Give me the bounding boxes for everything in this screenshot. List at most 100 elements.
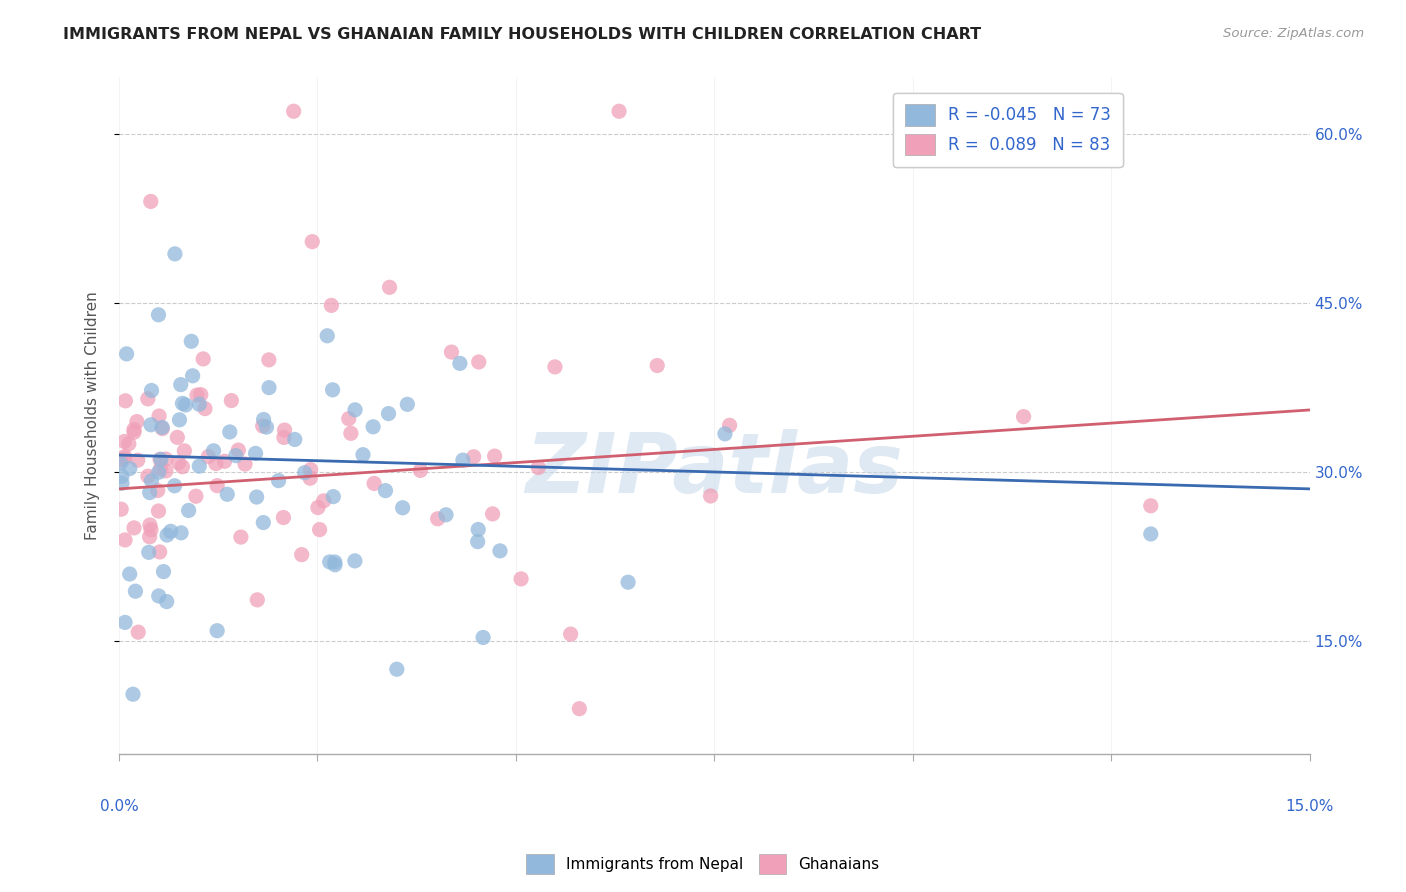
Point — [139, 417, 162, 432]
Point — [294, 466, 316, 480]
Point — [301, 235, 323, 249]
Point — [467, 534, 489, 549]
Point — [481, 507, 503, 521]
Point — [197, 450, 219, 464]
Point — [467, 523, 489, 537]
Point — [167, 456, 190, 470]
Point — [257, 381, 280, 395]
Point — [409, 463, 432, 477]
Point — [714, 426, 737, 441]
Point — [159, 524, 181, 539]
Point — [617, 575, 640, 590]
Point — [202, 443, 225, 458]
Point — [340, 426, 363, 441]
Point — [139, 194, 162, 209]
Point — [321, 298, 343, 312]
Point — [127, 453, 149, 467]
Point — [246, 490, 269, 504]
Text: Source: ZipAtlas.com: Source: ZipAtlas.com — [1223, 27, 1364, 40]
Point — [323, 555, 346, 569]
Point — [377, 407, 399, 421]
Point — [152, 565, 174, 579]
Point — [138, 485, 160, 500]
Point — [177, 503, 200, 517]
Point — [449, 356, 471, 370]
Point — [115, 347, 138, 361]
Point — [267, 474, 290, 488]
Point — [141, 474, 163, 488]
Point — [112, 434, 135, 449]
Point — [148, 589, 170, 603]
Point — [149, 545, 172, 559]
Point — [156, 594, 179, 608]
Point — [510, 572, 533, 586]
Point — [148, 504, 170, 518]
Point — [169, 413, 191, 427]
Point — [451, 453, 474, 467]
Point — [312, 493, 335, 508]
Point — [699, 489, 721, 503]
Point — [256, 420, 278, 434]
Point — [205, 478, 228, 492]
Point — [378, 280, 401, 294]
Point — [188, 459, 211, 474]
Point — [434, 508, 457, 522]
Point — [544, 359, 567, 374]
Point — [118, 461, 141, 475]
Point — [489, 544, 512, 558]
Point — [186, 388, 208, 402]
Point — [252, 516, 274, 530]
Point — [118, 566, 141, 581]
Point — [170, 525, 193, 540]
Point — [138, 530, 160, 544]
Point — [1139, 527, 1161, 541]
Point — [205, 457, 228, 471]
Point — [194, 401, 217, 416]
Point — [114, 393, 136, 408]
Point — [141, 384, 163, 398]
Point — [291, 548, 314, 562]
Point — [193, 351, 215, 366]
Point — [149, 452, 172, 467]
Point — [125, 415, 148, 429]
Point — [607, 104, 630, 119]
Point — [155, 464, 177, 478]
Point — [440, 345, 463, 359]
Point — [252, 419, 274, 434]
Point — [149, 452, 172, 467]
Point — [560, 627, 582, 641]
Y-axis label: Family Households with Children: Family Households with Children — [86, 291, 100, 540]
Point — [188, 397, 211, 411]
Point — [112, 451, 135, 466]
Point — [138, 545, 160, 559]
Point — [148, 308, 170, 322]
Legend: R = -0.045   N = 73, R =  0.089   N = 83: R = -0.045 N = 73, R = 0.089 N = 83 — [893, 93, 1122, 167]
Point — [111, 469, 134, 483]
Text: 15.0%: 15.0% — [1285, 799, 1334, 814]
Point — [344, 402, 367, 417]
Point — [180, 334, 202, 349]
Point — [225, 449, 247, 463]
Point — [228, 443, 250, 458]
Point — [316, 328, 339, 343]
Point — [426, 512, 449, 526]
Point — [229, 530, 252, 544]
Point — [322, 490, 344, 504]
Point — [468, 355, 491, 369]
Point — [385, 662, 408, 676]
Text: 0.0%: 0.0% — [100, 799, 138, 814]
Point — [136, 469, 159, 483]
Point — [114, 450, 136, 464]
Point — [148, 465, 170, 479]
Point — [114, 615, 136, 630]
Point — [299, 462, 322, 476]
Point — [283, 104, 305, 119]
Point — [245, 446, 267, 460]
Point — [252, 412, 274, 426]
Point — [1139, 499, 1161, 513]
Point — [319, 555, 342, 569]
Point — [1012, 409, 1035, 424]
Point — [257, 352, 280, 367]
Point — [122, 425, 145, 440]
Point — [299, 471, 322, 485]
